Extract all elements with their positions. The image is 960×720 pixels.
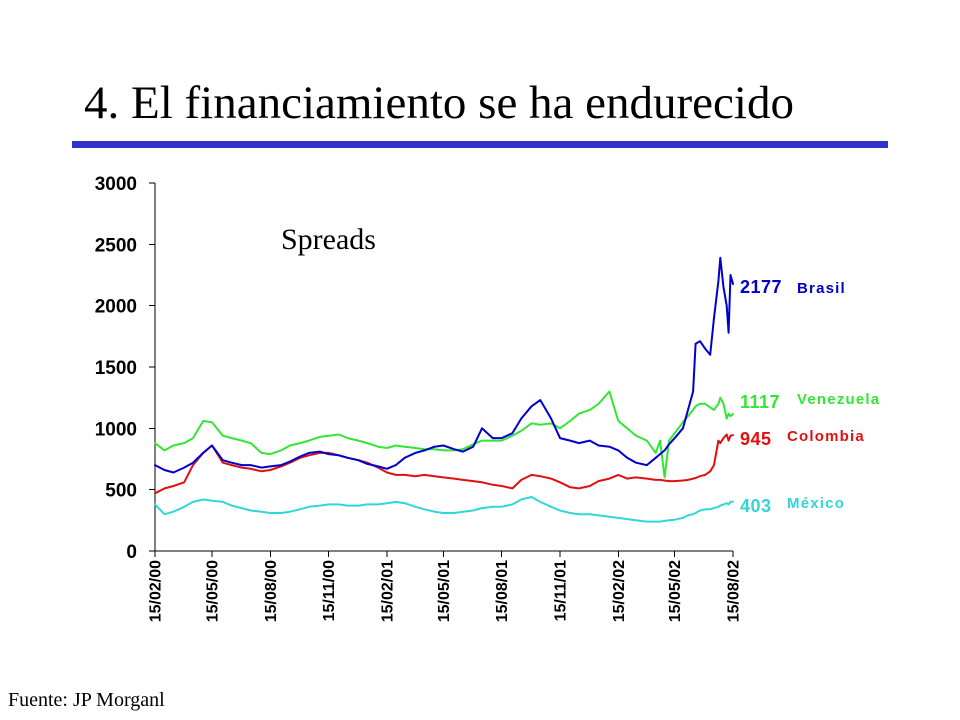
end-value-label-brasil: 2177 (740, 277, 782, 297)
slide-title: 4. El financiamiento se ha endurecido (84, 77, 794, 129)
end-value-label-colombia: 945 (740, 429, 772, 449)
series-name-label-brasil: Brasil (797, 280, 846, 297)
x-axis: 15/02/00 15/05/00 15/08/00 15/11/00 15/02/01… (148, 550, 743, 622)
y-axis: 0 500 1000 1500 2000 2500 3000 (95, 174, 156, 563)
x-tick-label: 15/02/02 (611, 560, 628, 622)
x-tick-label: 15/05/00 (205, 560, 222, 622)
series-lines (154, 256, 734, 523)
x-tick-label: 15/08/00 (263, 560, 280, 622)
y-tick-label: 1500 (95, 358, 137, 379)
series-line-mexico (154, 496, 734, 523)
x-tick-label: 15/02/00 (148, 560, 165, 622)
chart-annotation: Spreads (281, 223, 376, 256)
y-tick-label: 500 (105, 481, 137, 502)
x-tick-label: 15/11/00 (321, 560, 338, 622)
series-end-labels: 2177 Brasil 1117 Venezuela 945 Colombia 403 Méx… (740, 277, 880, 516)
x-tick-label: 15/02/01 (379, 560, 396, 622)
series-name-label-colombia: Colombia (787, 428, 865, 445)
end-value-label-venezuela: 1117 (740, 392, 780, 412)
series-line-brasil (154, 256, 734, 474)
y-tick-label: 0 (126, 542, 137, 563)
x-tick-label: 15/05/02 (667, 560, 684, 622)
y-tick-label: 2000 (95, 297, 137, 318)
y-tick-label: 2500 (95, 235, 137, 256)
x-tick-label: 15/08/02 (726, 560, 743, 622)
x-tick-label: 15/11/01 (552, 560, 569, 622)
end-value-label-mexico: 403 (740, 496, 772, 516)
series-name-label-venezuela: Venezuela (797, 391, 880, 408)
title-rule (72, 141, 888, 148)
series-line-colombia (154, 433, 734, 495)
y-tick-label: 1000 (95, 419, 137, 440)
source-footnote: Fuente: JP Morganl (8, 689, 165, 711)
series-name-label-mexico: México (787, 495, 845, 512)
y-tick-label: 3000 (95, 174, 137, 195)
x-tick-label: 15/08/01 (494, 560, 511, 622)
x-tick-label: 15/05/01 (436, 560, 453, 622)
series-line-venezuela (154, 390, 734, 479)
